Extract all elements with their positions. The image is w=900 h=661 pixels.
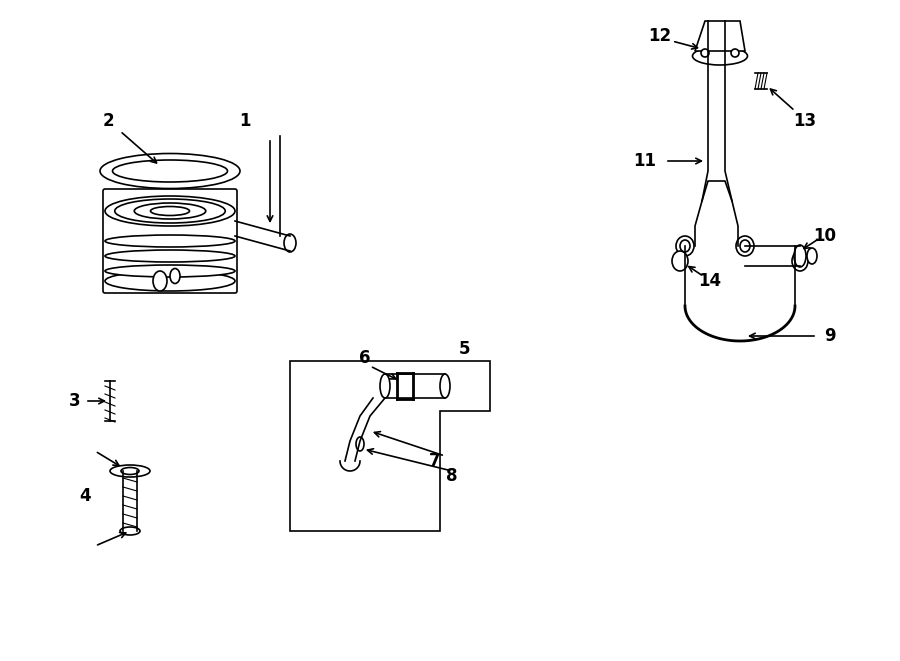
Ellipse shape [153,271,167,291]
Ellipse shape [284,234,296,252]
Ellipse shape [134,203,206,219]
Ellipse shape [150,206,190,215]
Text: 1: 1 [239,112,251,130]
Text: 5: 5 [459,340,471,358]
Polygon shape [290,361,490,531]
Ellipse shape [692,47,748,65]
Ellipse shape [740,240,750,252]
Text: 12: 12 [648,27,671,45]
Ellipse shape [792,251,808,271]
Ellipse shape [121,467,139,475]
Ellipse shape [680,240,690,252]
Text: 7: 7 [429,452,441,470]
Ellipse shape [676,236,694,256]
Ellipse shape [380,374,390,398]
Ellipse shape [105,271,235,291]
Ellipse shape [112,160,228,182]
Text: 9: 9 [824,327,836,345]
Ellipse shape [105,196,235,226]
Text: 11: 11 [634,152,656,170]
Text: 3: 3 [69,392,81,410]
Ellipse shape [120,527,140,535]
Text: 2: 2 [103,112,113,130]
Ellipse shape [440,374,450,398]
Ellipse shape [110,465,150,477]
Ellipse shape [672,251,688,271]
Ellipse shape [731,49,739,57]
Ellipse shape [105,250,235,262]
Ellipse shape [105,265,235,277]
Ellipse shape [794,245,806,267]
Text: 6: 6 [359,349,371,367]
Ellipse shape [170,268,180,284]
Ellipse shape [356,437,364,451]
Text: 4: 4 [79,487,91,505]
Ellipse shape [100,153,240,188]
Text: 10: 10 [814,227,836,245]
Text: 13: 13 [794,112,816,130]
Ellipse shape [807,248,817,264]
Ellipse shape [115,199,225,223]
Ellipse shape [736,236,754,256]
Text: 8: 8 [446,467,458,485]
Text: 14: 14 [698,272,722,290]
Ellipse shape [105,235,235,247]
Polygon shape [695,21,745,51]
FancyBboxPatch shape [103,189,237,293]
Ellipse shape [701,49,709,57]
